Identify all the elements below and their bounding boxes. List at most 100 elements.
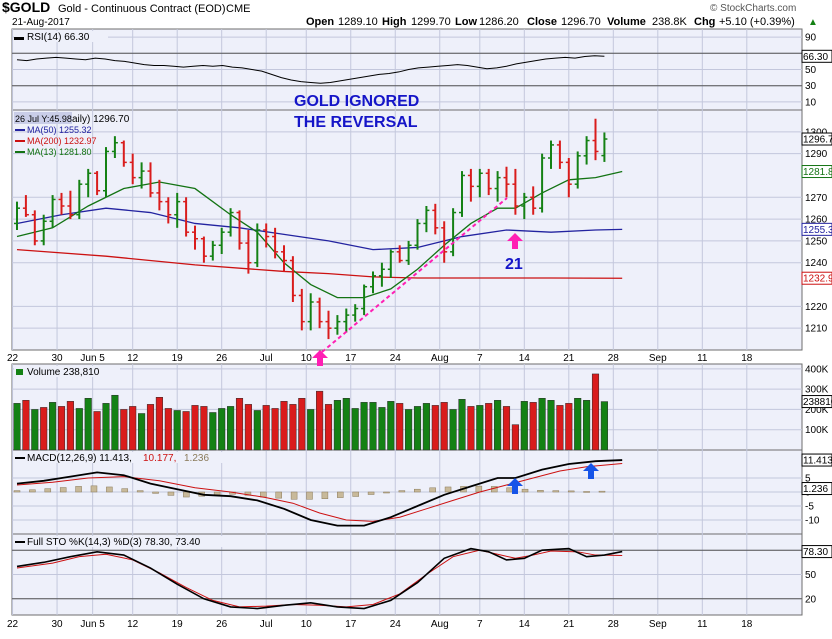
ohlc-bar	[218, 227, 225, 254]
rsi-ytick-3: 30	[805, 81, 817, 92]
macd-hist-bar	[383, 491, 390, 494]
macd-hist-bar	[398, 490, 406, 493]
macd-hist-bar	[44, 488, 52, 493]
ma50-line	[16, 207, 623, 251]
volume-bar	[485, 403, 493, 451]
macd-hist-bar	[552, 490, 560, 493]
macd-hist-bar	[306, 491, 313, 500]
sto-legend: Full STO %K(14,3) %D(3) 78.30, 73.40	[14, 536, 246, 548]
volume-bar	[556, 405, 564, 451]
value-tags: 66.30 1296.7 1281.8 1255.3 1232.9 238810 11.41…	[801, 49, 832, 559]
high-label: High	[382, 16, 407, 28]
macd-hist-bar	[321, 491, 329, 499]
ohlc-bar	[521, 192, 528, 220]
chg-label: Chg	[694, 16, 715, 28]
x-tick-top-7: 10	[301, 353, 313, 364]
volume-bar	[307, 409, 315, 451]
volume-bar	[111, 394, 119, 451]
macd-hist-bar	[167, 491, 175, 496]
volume-bar	[209, 412, 217, 451]
tooltip-readout: 26 Jul Y:45.98	[15, 114, 72, 124]
ohlc-bar	[485, 168, 492, 196]
macd-hist-bar	[290, 491, 298, 500]
macd-legend: MACD(12,26,9) 11.413, 10.177, 1.236	[14, 452, 246, 464]
x-tick-bottom-10: Aug	[431, 619, 449, 630]
ohlc-bar	[272, 227, 279, 259]
macd-hist-bar	[13, 490, 21, 493]
x-tick-bottom-9: 24	[390, 619, 402, 630]
macd-line	[16, 459, 623, 527]
price-ytick-2: 1270	[805, 193, 828, 204]
macd-hist-bar	[475, 485, 483, 493]
x-tick-bottom-0: 22	[7, 619, 19, 630]
reversal-trendline	[321, 197, 508, 353]
x-axis-ticks: 22 22 30 30 Jun 5 Jun 5 12 12 19 19 26 26 Jul Jul 10 10…	[7, 353, 753, 630]
chart-date: 21-Aug-2017	[12, 17, 70, 28]
ohlc-bar	[200, 236, 207, 263]
ohlc-bar	[459, 171, 465, 217]
sto-series	[12, 547, 802, 610]
macd-0-tag-box	[801, 453, 832, 467]
volume-bar	[422, 403, 430, 451]
ohlc-bar	[370, 271, 376, 294]
volume-bar	[369, 402, 377, 451]
volume-bar	[253, 410, 261, 451]
ohlc-bar	[503, 166, 510, 198]
rsi-legend-swatch: ▬	[14, 32, 24, 43]
x-tick-top-12: 14	[519, 353, 531, 364]
macd-hist-bar	[29, 489, 36, 493]
vol-tag-box	[801, 395, 832, 409]
sto-ytick-2: 20	[805, 594, 817, 605]
volume-bar	[164, 408, 172, 451]
symbol: $GOLD	[2, 0, 50, 15]
price-ytick-5: 1240	[805, 258, 828, 269]
rsi-tag: 66.30	[803, 52, 828, 63]
volume-bar	[191, 405, 199, 451]
ohlc-bar	[67, 190, 74, 220]
volume-label: Volume 238,810	[27, 367, 100, 378]
exchange: CME	[226, 3, 250, 15]
rsi-legend: ▬ RSI(14) 66.30	[14, 31, 108, 43]
macd-ytick-2: -5	[805, 502, 814, 513]
x-tick-top-1: 30	[51, 353, 63, 364]
macd-hist-bar	[275, 491, 282, 499]
legend-ma200: MA(200) 1232.97	[27, 136, 97, 146]
volume-bar	[387, 401, 395, 451]
volume-bar	[520, 401, 528, 451]
macd-hist-bar	[444, 486, 452, 493]
ohlc-bar	[263, 223, 270, 248]
rsi-series	[12, 52, 802, 87]
ohlc-bar	[352, 304, 359, 322]
x-tick-bottom-5: 26	[216, 619, 228, 630]
x-tick-top-14: 28	[608, 353, 620, 364]
sto-tag-box	[801, 545, 832, 559]
volume-bar	[102, 403, 110, 451]
ohlc-bar	[378, 262, 385, 287]
volume-bar	[289, 404, 297, 451]
ohlc-bar	[494, 171, 501, 202]
x-tick-bottom-4: 19	[172, 619, 184, 630]
macd-hist-bar	[367, 491, 375, 495]
chg-value: +5.10 (+0.39%)	[719, 16, 795, 28]
ohlc-bar	[565, 158, 572, 198]
ohlc-bar	[387, 249, 394, 278]
ohlc-bar	[548, 140, 554, 169]
volume-bar	[565, 403, 573, 451]
volume-bar	[262, 405, 270, 451]
volume-bar	[413, 406, 422, 451]
volume-bar	[316, 390, 324, 451]
rsi-ytick-4: 10	[805, 97, 817, 108]
volume-bar	[378, 407, 386, 451]
ohlc-bar	[539, 153, 546, 213]
price-1-tag: 1281.8	[803, 167, 832, 178]
volume-bar	[405, 409, 413, 451]
volume-label: Volume	[607, 16, 646, 28]
x-tick-bottom-2: Jun 5	[80, 619, 105, 630]
volume-bars	[13, 373, 608, 451]
close-value: 1296.70	[561, 16, 601, 28]
rsi-tag-box	[801, 49, 832, 63]
ohlc-bar	[183, 197, 190, 237]
ohlc-bar	[22, 195, 29, 217]
volume-bar	[57, 406, 66, 451]
price-3-tag: 1232.9	[803, 274, 832, 285]
